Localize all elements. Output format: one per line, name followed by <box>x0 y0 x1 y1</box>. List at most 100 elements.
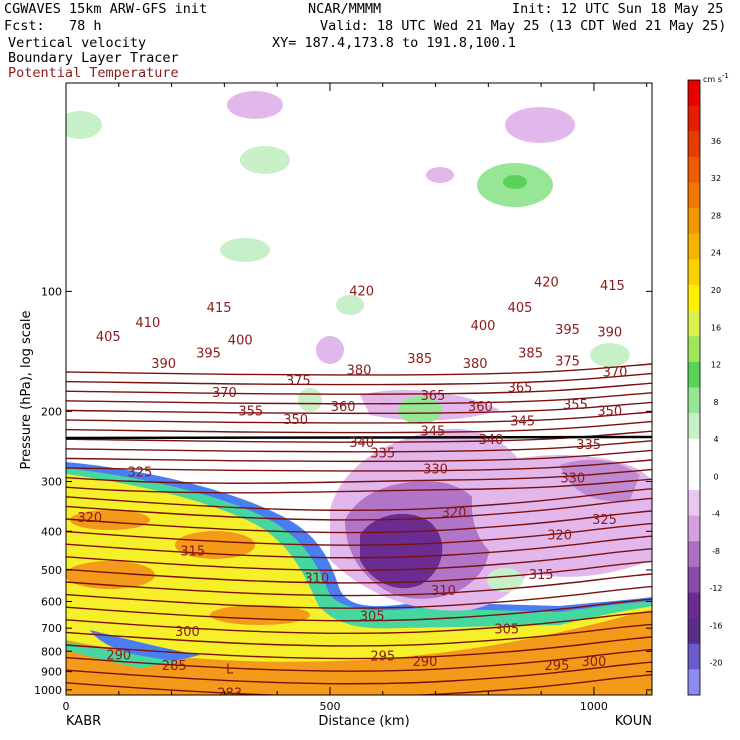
y-tick-label: 1000 <box>34 684 62 697</box>
colorbar-swatch <box>688 592 700 619</box>
theta-contour <box>66 611 652 635</box>
x-end-station: KOUN <box>615 714 652 729</box>
theta-label: 400 <box>228 334 253 349</box>
theta-label: 335 <box>576 438 601 453</box>
colorbar-tick-label: 28 <box>711 211 721 220</box>
colorbar-tick-label: 20 <box>711 286 721 295</box>
theta-contour <box>66 420 652 434</box>
theta-contour <box>66 392 652 405</box>
theta-contour <box>66 401 652 415</box>
colorbar-frame <box>687 79 701 696</box>
colorbar-swatch <box>688 285 700 312</box>
theta-label: 370 <box>212 386 237 401</box>
colorbar-tick-label: 4 <box>713 435 718 444</box>
theta-contour <box>66 459 652 472</box>
y-tick-label: 300 <box>41 476 62 489</box>
downdraft-patch-1 <box>227 91 283 119</box>
theta-label: 360 <box>331 400 356 415</box>
theta-label: 385 <box>518 346 543 361</box>
theta-label: 350 <box>283 413 308 428</box>
theta-label: 300 <box>582 655 607 670</box>
y-tick-label: 100 <box>41 285 62 298</box>
theta-label: 295 <box>545 659 570 674</box>
x-tick-label: 1000 <box>580 700 608 713</box>
bl-orange-patch-1 <box>70 510 150 530</box>
colorbar-tick-label: 8 <box>713 398 718 407</box>
x-tick-label: 0 <box>63 700 70 713</box>
colorbar-tick-label: 36 <box>711 137 721 146</box>
colorbar-tick-label: 24 <box>711 249 721 258</box>
theta-contour <box>66 449 652 463</box>
field-label-boundary-layer-tracer: Boundary Layer Tracer <box>8 50 179 66</box>
theta-label: 330 <box>560 472 585 487</box>
theta-contour <box>66 522 652 546</box>
x-tick-label: 500 <box>319 700 340 713</box>
theta-label: 415 <box>207 301 232 316</box>
colorbar-swatch <box>688 208 700 235</box>
downdraft-patch-2 <box>505 107 575 143</box>
theta-contour <box>66 382 652 395</box>
colorbar-swatch <box>688 643 700 670</box>
downdraft-patch-4 <box>426 167 454 183</box>
colorbar-swatch <box>688 515 700 542</box>
y-tick-label: 400 <box>41 525 62 538</box>
theta-label: 315 <box>180 545 205 560</box>
theta-label: 410 <box>135 316 160 331</box>
theta-label: 330 <box>423 463 448 478</box>
potential-temperature-labels: 415 410 405 400 395 390 420 420 415 405 400 395 390 3… <box>77 275 627 701</box>
colorbar-swatch <box>688 361 700 388</box>
theta-label: 340 <box>479 433 504 448</box>
colorbar-swatch <box>688 131 700 158</box>
colorbar-swatch <box>688 541 700 568</box>
potential-temperature-contours <box>66 363 652 695</box>
theta-label: 345 <box>510 414 535 429</box>
y-axis: 100 200 300 400 500 600 700 800 900 1000 <box>34 285 652 697</box>
init-time: Init: 12 UTC Sun 18 May 25 <box>512 1 724 17</box>
theta-label: 283 <box>217 686 242 701</box>
theta-contour <box>66 468 652 484</box>
colorbar-tick-label: -4 <box>712 510 720 519</box>
colorbar-tick-label: 16 <box>711 323 721 332</box>
model-title: CGWAVES 15km ARW-GFS init <box>4 1 208 17</box>
theta-label: 320 <box>77 511 102 526</box>
theta-contour <box>66 363 652 376</box>
x-axis-label: Distance (km) <box>318 714 409 729</box>
theta-label: 395 <box>196 346 221 361</box>
theta-label: 400 <box>471 319 496 334</box>
colorbar-unit: cm s-1 <box>703 72 729 84</box>
y-tick-label: 500 <box>41 564 62 577</box>
updraft-patch-3-core <box>503 175 527 189</box>
theta-label: 375 <box>555 355 580 370</box>
theta-label: 320 <box>547 529 572 544</box>
colorbar-swatch <box>688 669 700 696</box>
bl-orange-patch-3 <box>175 531 255 559</box>
updraft-patch-1 <box>66 111 102 139</box>
colorbar-swatch <box>688 618 700 645</box>
y-tick-label: 700 <box>41 622 62 635</box>
theta-contour <box>66 636 652 660</box>
theta-contour <box>66 560 652 584</box>
bl-tracer-orange <box>66 610 652 695</box>
colorbar-swatch <box>688 387 700 414</box>
colorbar-tick-label: -12 <box>709 584 722 593</box>
x-start-station: KABR <box>66 714 101 729</box>
theta-label: 375 <box>286 374 311 389</box>
y-tick-label: 900 <box>41 666 62 679</box>
theta-label: 310 <box>431 584 456 599</box>
theta-label: 285 <box>162 659 187 674</box>
theta-label: 420 <box>534 275 559 290</box>
theta-label: 295 <box>370 650 395 665</box>
theta-label: 325 <box>127 466 152 481</box>
theta-contour <box>66 510 652 534</box>
theta-label: 355 <box>563 398 588 413</box>
colorbar-swatch <box>688 438 700 465</box>
theta-label: 405 <box>96 330 121 345</box>
colorbar-swatch <box>688 105 700 132</box>
plot-frame <box>65 82 653 696</box>
colorbar-swatch <box>688 566 700 593</box>
cross-section-endpoints: XY= 187.4,173.8 to 191.8,100.1 <box>272 35 516 51</box>
updraft-patch-9 <box>487 568 523 592</box>
theta-label: 390 <box>597 326 622 341</box>
colorbar-tick-label: -20 <box>709 659 722 668</box>
